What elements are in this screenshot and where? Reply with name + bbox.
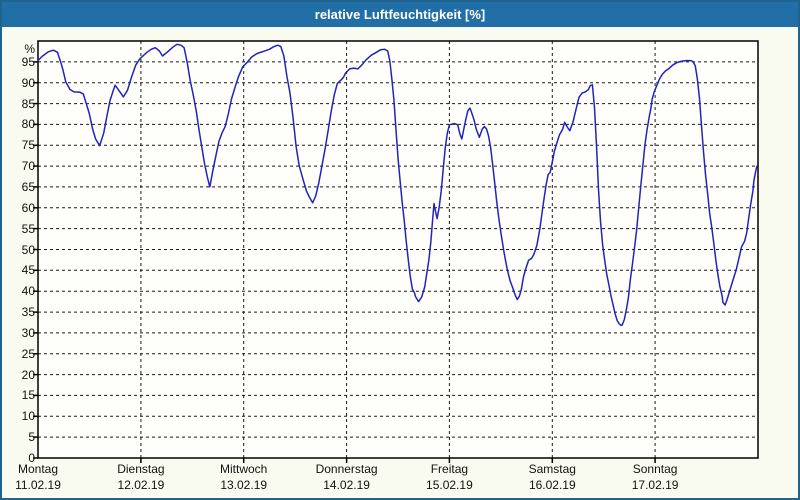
y-tick-label: 20 xyxy=(21,367,35,382)
day-date: 16.02.19 xyxy=(528,478,576,492)
day-date: 15.02.19 xyxy=(426,478,473,492)
y-tick-label: 90 xyxy=(21,75,35,90)
y-tick-label: 30 xyxy=(21,325,35,340)
x-axis-day-label: Mittwoch 13.02.19 xyxy=(189,461,299,493)
day-date: 14.02.19 xyxy=(323,478,370,492)
day-name: Donnerstag xyxy=(315,462,378,476)
day-date: 13.02.19 xyxy=(220,478,268,492)
y-tick-label: 85 xyxy=(21,96,35,111)
day-name: Mittwoch xyxy=(220,462,268,476)
x-axis-day-label: Freitag 15.02.19 xyxy=(394,461,504,493)
day-date: 11.02.19 xyxy=(15,478,61,492)
window-title: relative Luftfeuchtigkeit [%] xyxy=(314,7,486,22)
x-axis-day-label: Donnerstag 14.02.19 xyxy=(292,461,402,493)
y-tick-label: 50 xyxy=(21,242,35,257)
day-date: 17.02.19 xyxy=(631,478,679,492)
y-tick-label: 15 xyxy=(21,388,35,403)
y-axis-unit-label: % xyxy=(24,42,35,56)
x-axis-day-label: Sonntag 17.02.19 xyxy=(600,461,710,493)
y-tick-label: 80 xyxy=(21,117,35,132)
y-tick-label: 70 xyxy=(21,159,35,174)
y-tick-label: 45 xyxy=(21,263,35,278)
day-date: 12.02.19 xyxy=(117,478,165,492)
y-tick-label: 5 xyxy=(28,430,35,445)
window-title-bar: relative Luftfeuchtigkeit [%] xyxy=(2,2,798,27)
x-axis-day-label: Dienstag 12.02.19 xyxy=(86,461,196,493)
chart-area: % 0 5 10 15 20 25 30 35 40 45 50 55 60 65 70 75 80 85 90 95… xyxy=(2,27,798,498)
humidity-series-line xyxy=(37,43,758,327)
x-axis-day-label: Samstag 16.02.19 xyxy=(497,461,607,493)
y-tick-label: 55 xyxy=(21,221,35,236)
day-name: Dienstag xyxy=(117,462,165,476)
y-tick-label: 25 xyxy=(21,346,35,361)
day-name: Samstag xyxy=(528,462,576,476)
y-tick-label: 35 xyxy=(21,305,35,320)
humidity-line-chart xyxy=(33,40,759,463)
y-tick-label: 60 xyxy=(21,200,35,215)
x-axis-day-label: Montag 11.02.19 xyxy=(2,461,93,493)
y-tick-label: 65 xyxy=(21,179,35,194)
y-tick-label: 0 xyxy=(28,451,35,465)
day-name: Montag xyxy=(17,462,59,476)
y-tick-label: 95 xyxy=(21,54,35,69)
day-name: Sonntag xyxy=(632,462,678,476)
day-name: Freitag xyxy=(430,462,469,476)
y-tick-label: 40 xyxy=(21,284,35,299)
y-tick-label: 75 xyxy=(21,138,35,153)
y-tick-label: 10 xyxy=(21,409,35,424)
